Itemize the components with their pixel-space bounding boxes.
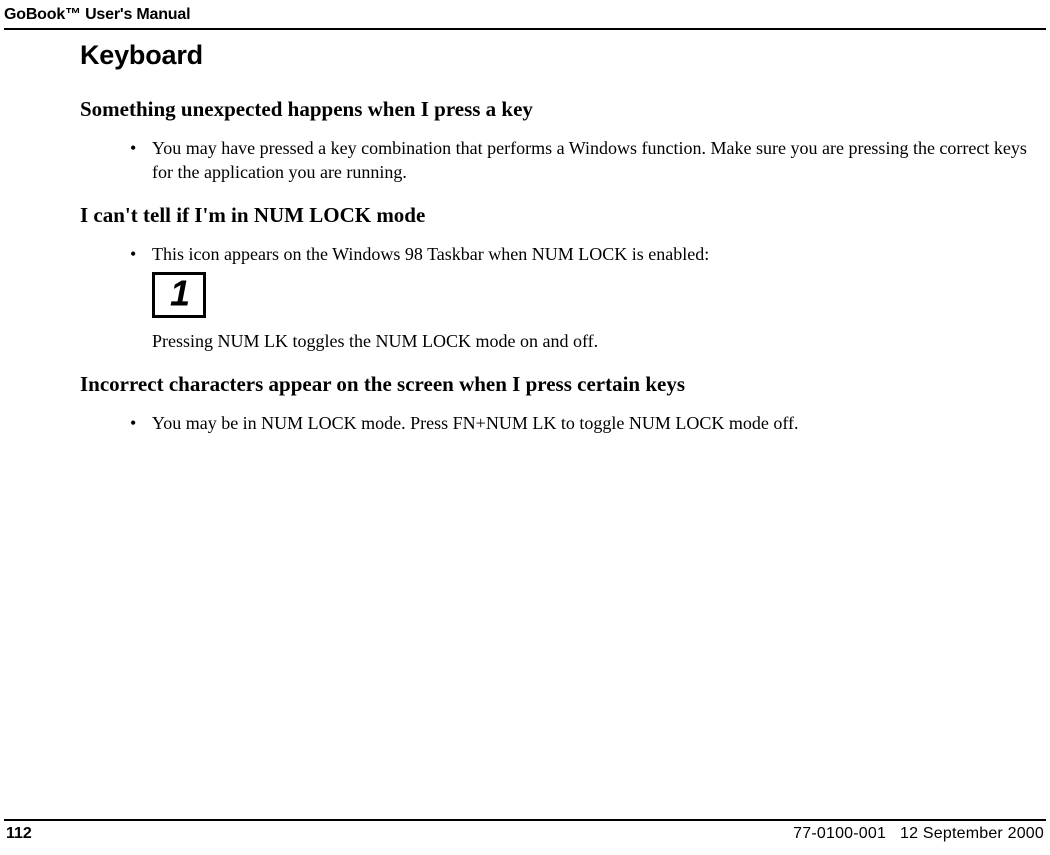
numlock-icon-wrap: 1: [152, 272, 1034, 323]
icon-caption: Pressing NUM LK toggles the NUM LOCK mod…: [152, 331, 1034, 352]
page-header: GoBook™ User's Manual: [0, 6, 1050, 30]
numlock-icon: 1: [152, 272, 206, 318]
list-item: • You may have pressed a key combination…: [130, 136, 1034, 185]
manual-title: GoBook™ User's Manual: [0, 6, 1050, 28]
bullet-text: You may have pressed a key combination t…: [152, 136, 1034, 185]
doc-id: 77-0100-001: [793, 825, 886, 842]
bullet-text: This icon appears on the Windows 98 Task…: [152, 242, 1034, 266]
page-content: Keyboard Something unexpected happens wh…: [80, 40, 1034, 453]
manual-page: GoBook™ User's Manual Keyboard Something…: [0, 0, 1050, 855]
page-footer: 112 77-0100-001 12 September 2000: [0, 819, 1050, 843]
header-rule: [4, 28, 1046, 30]
numlock-icon-glyph: 1: [170, 275, 188, 311]
list-item: • You may be in NUM LOCK mode. Press FN+…: [130, 411, 1034, 435]
qa-heading: Incorrect characters appear on the scree…: [80, 372, 1034, 397]
page-number: 112: [6, 825, 32, 843]
bullet-icon: •: [130, 242, 152, 266]
bullet-text: You may be in NUM LOCK mode. Press FN+NU…: [152, 411, 1034, 435]
qa-heading: Something unexpected happens when I pres…: [80, 97, 1034, 122]
footer-row: 112 77-0100-001 12 September 2000: [0, 825, 1050, 843]
bullet-block: • This icon appears on the Windows 98 Ta…: [130, 242, 1034, 266]
section-title: Keyboard: [80, 40, 1034, 71]
qa-heading: I can't tell if I'm in NUM LOCK mode: [80, 203, 1034, 228]
bullet-block: • You may be in NUM LOCK mode. Press FN+…: [130, 411, 1034, 435]
footer-rule: [4, 819, 1046, 821]
doc-meta: 77-0100-001 12 September 2000: [793, 825, 1044, 843]
list-item: • This icon appears on the Windows 98 Ta…: [130, 242, 1034, 266]
bullet-icon: •: [130, 136, 152, 160]
bullet-block: • You may have pressed a key combination…: [130, 136, 1034, 185]
bullet-icon: •: [130, 411, 152, 435]
doc-date: 12 September 2000: [900, 825, 1044, 842]
